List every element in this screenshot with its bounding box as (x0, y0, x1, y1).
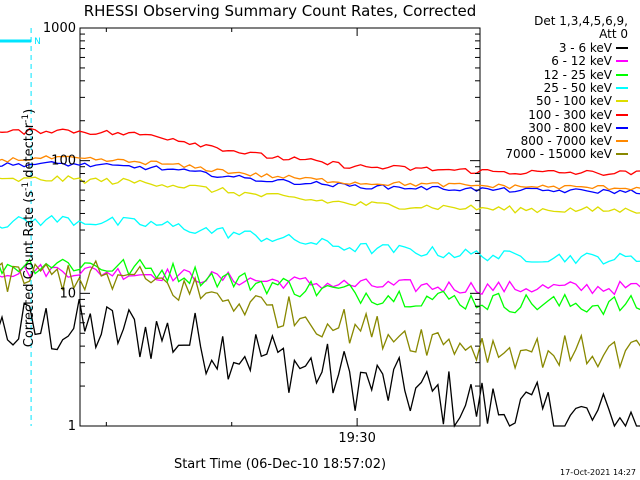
legend-entry: 300 - 800 keV (528, 121, 628, 135)
y-tick-label: 10 (59, 286, 76, 301)
y-axis-label-end: ) (22, 109, 37, 114)
legend-label: 50 - 100 keV (535, 94, 612, 109)
y-axis-label-sup1: -1 (21, 182, 31, 191)
legend-swatch (616, 86, 628, 89)
legend-header-line1: Det 1,3,4,5,6,9, (534, 14, 628, 28)
series-line (0, 298, 640, 428)
y-tick-label: 1000 (43, 21, 76, 36)
x-axis-label: Start Time (06-Dec-10 18:57:02) (174, 457, 386, 472)
legend-label: 7000 - 15000 keV (505, 147, 612, 162)
legend-entry: 100 - 300 keV (528, 108, 628, 122)
legend-swatch (616, 100, 628, 103)
legend-swatch (616, 73, 628, 76)
night-indicator-layer: N (0, 28, 41, 426)
legend-entry: 12 - 25 keV (544, 68, 628, 82)
series-line (0, 258, 640, 316)
legend-entry: 50 - 100 keV (536, 94, 628, 108)
legend-entry: 7000 - 15000 keV (505, 147, 628, 161)
y-tick-label: 100 (51, 154, 76, 169)
legend-label: 25 - 50 keV (543, 80, 612, 95)
y-axis-label-mid: detector (22, 122, 37, 182)
legend-label: 100 - 300 keV (528, 107, 612, 122)
legend-label: 300 - 800 keV (528, 120, 612, 135)
legend-swatch (616, 153, 628, 156)
legend-label: 800 - 7000 keV (520, 134, 612, 149)
x-tick-label: 19:30 (338, 431, 375, 446)
legend-swatch (616, 113, 628, 116)
chart-title: RHESSI Observing Summary Count Rates, Co… (84, 2, 477, 20)
legend-entry: 25 - 50 keV (544, 81, 628, 95)
legend-header-line2: Att 0 (599, 27, 628, 41)
y-axis-label-sup2: -1 (21, 114, 31, 123)
series-line (0, 127, 640, 176)
series-line (0, 175, 640, 214)
series-layer (0, 127, 640, 428)
series-line (0, 214, 640, 265)
x-axis-ticks: 19:0019:1519:3019:4520:0020:1520:30 (105, 28, 376, 446)
y-tick-label: 1 (68, 419, 76, 434)
series-line (0, 259, 640, 371)
legend-label: 6 - 12 keV (551, 54, 612, 69)
legend-swatch (616, 47, 628, 49)
footer-timestamp: 17-Oct-2021 14:27 (560, 468, 636, 477)
legend-entry: 800 - 7000 keV (521, 134, 628, 148)
y-axis-label: Corrected Count Rate (s-1 detector-1) (21, 109, 37, 347)
plot-frame (79, 27, 481, 427)
y-axis-ticks: 1 10 100 1000 (43, 21, 480, 434)
series-line (0, 155, 640, 191)
legend-swatch (616, 60, 628, 63)
series-line (0, 161, 640, 195)
legend-label: 3 - 6 keV (558, 41, 612, 55)
night-flag-label: N (34, 37, 41, 47)
legend-swatch (616, 140, 628, 143)
legend-entry: 3 - 6 keV (559, 41, 628, 55)
y-axis-label-main: Corrected Count Rate (s (22, 191, 37, 348)
legend-swatch (616, 126, 628, 129)
legend-entry: 6 - 12 keV (551, 54, 628, 68)
legend-label: 12 - 25 keV (543, 67, 612, 82)
